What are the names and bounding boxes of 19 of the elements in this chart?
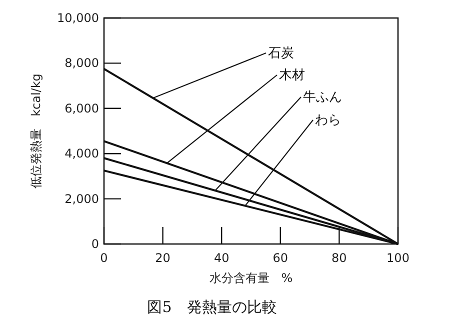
annotation: 木材 (279, 68, 305, 83)
x-tick-label: 60 (272, 251, 288, 265)
y-tick-label: 10,000 (57, 11, 99, 25)
x-axis-title: 水分含有量 % (209, 271, 293, 285)
y-tick-label: 4,000 (64, 146, 99, 161)
y-axis-title: 低位発熱量 kcal/kg (29, 74, 43, 188)
y-tick-label: 6,000 (64, 101, 99, 116)
text: 図5 発熱量の比較 (147, 298, 277, 316)
x-tick-label: 100 (386, 251, 410, 265)
annotation: 牛ふん (303, 90, 342, 105)
y-tick-label: 2,000 (64, 192, 99, 206)
y-tick-label: 8,000 (64, 56, 99, 70)
x-tick-label: 80 (332, 251, 347, 265)
x-tick-label: 0 (100, 251, 108, 265)
x-tick-label: 40 (214, 251, 230, 265)
annotation: わら (315, 113, 341, 128)
y-tick-label: 0 (91, 237, 99, 251)
annotation: 石炭 (268, 46, 294, 61)
x-tick-label: 20 (155, 251, 170, 265)
